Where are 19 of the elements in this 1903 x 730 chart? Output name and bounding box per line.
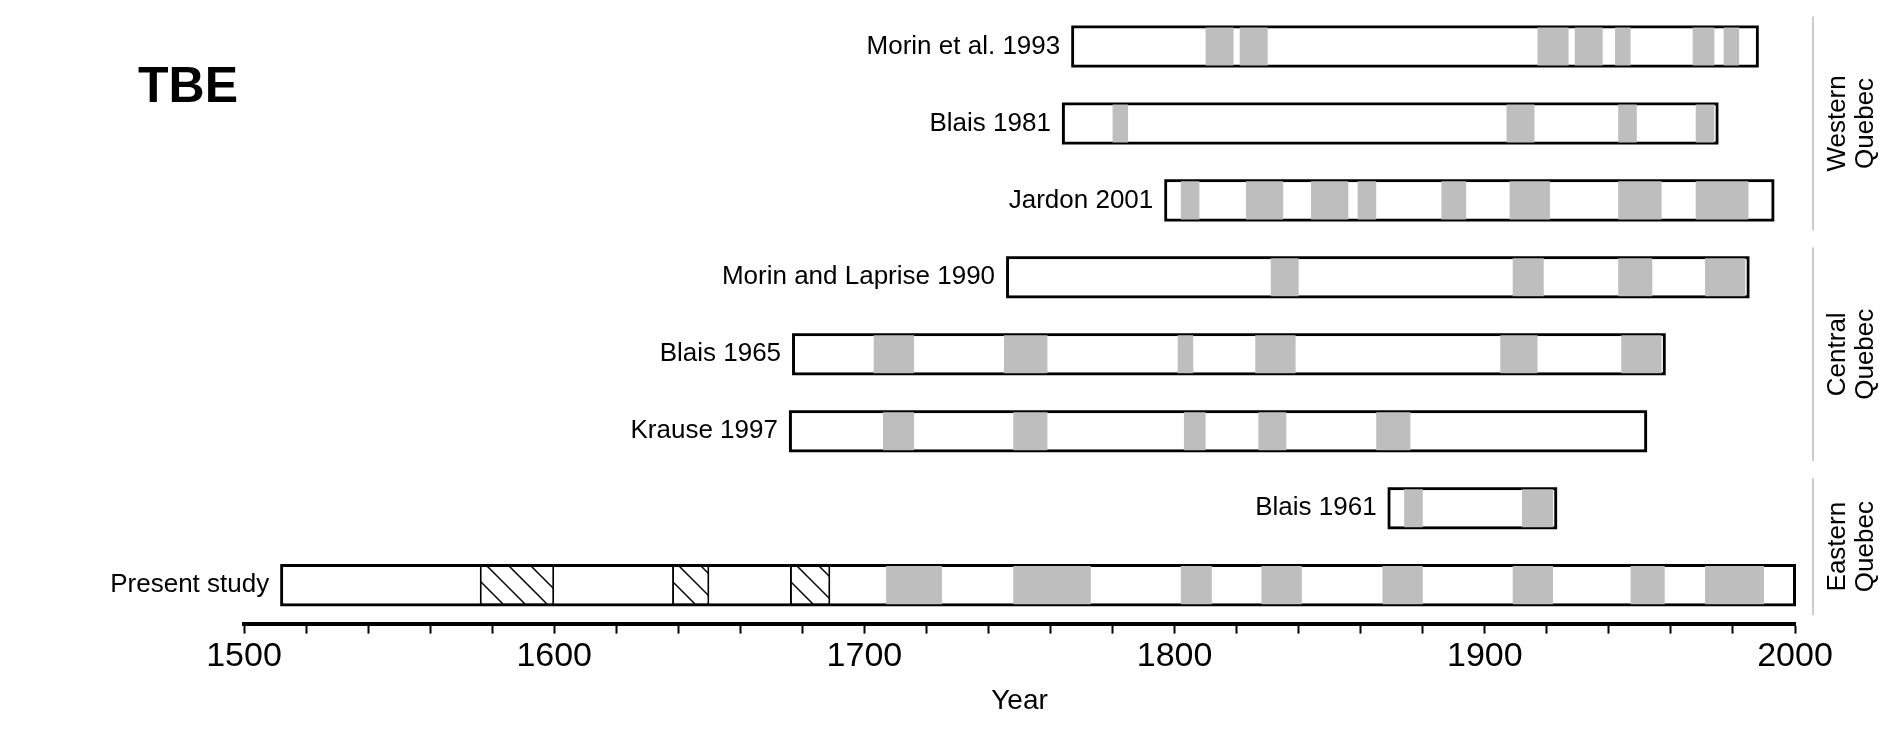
y-tick-label: Jardon 2001 — [1008, 183, 1154, 214]
x-tick-label: 1700 — [826, 635, 903, 674]
text: TBE — [138, 56, 238, 113]
text: Central Quebec — [1821, 308, 1880, 400]
y-tick-label: Krause 1997 — [630, 414, 778, 445]
y-tick-label: Blais 1965 — [659, 337, 782, 368]
x-tick-label: 1800 — [1136, 635, 1213, 674]
y-tick-label: Blais 1961 — [1255, 491, 1377, 522]
x-axis-title: Year — [991, 683, 1048, 715]
text: Eastern Quebec — [1821, 501, 1880, 593]
y-tick-label: Present study — [110, 568, 270, 599]
x-tick-label: 2000 — [1757, 635, 1833, 674]
x-tick-label: 1900 — [1446, 635, 1523, 674]
y-tick-label: Morin et al. 1993 — [866, 29, 1061, 60]
x-tick-label: 1500 — [206, 635, 282, 674]
x-tick-label: 1600 — [516, 635, 593, 674]
y-tick-label: Blais 1981 — [929, 106, 1051, 137]
y-tick-label: Morin and Laprise 1990 — [721, 260, 996, 291]
text: Western Quebec — [1821, 75, 1880, 172]
